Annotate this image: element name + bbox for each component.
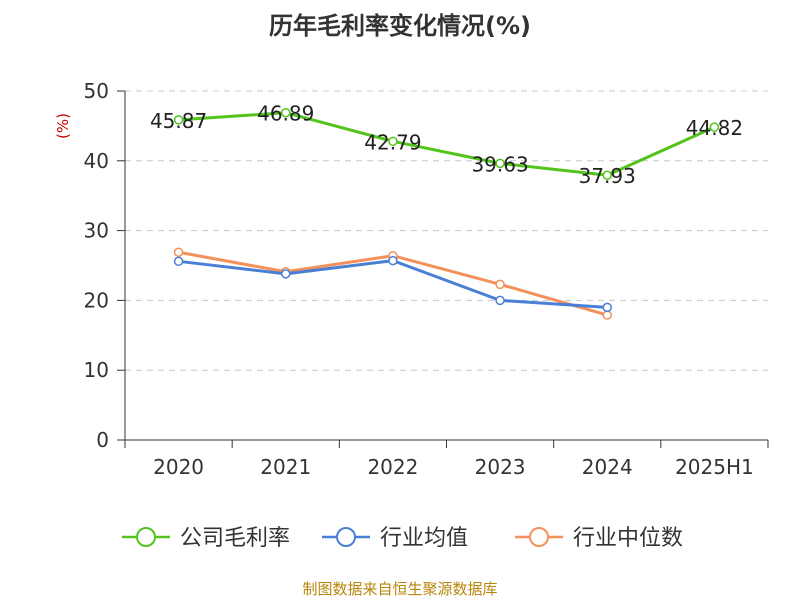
data-point [388,255,398,266]
y-tick-label: 40 [84,149,109,173]
x-tick-label: 2024 [582,455,633,479]
series [173,107,720,320]
data-point [602,302,612,313]
data-point [602,170,612,180]
data-point [709,122,720,132]
data-label: 42.79 [364,130,421,154]
y-tick-label: 30 [84,219,109,243]
legend-swatch-marker [529,527,549,547]
data-point [281,269,291,279]
data-point [173,115,184,125]
source-footer: 制图数据来自恒生聚源数据库 [302,580,498,598]
x-tick-label: 2021 [260,455,311,479]
grid-lines [125,90,768,371]
y-axis-label: (%) [54,113,72,139]
x-tick-label: 2022 [367,455,418,479]
y-tick-label: 0 [96,428,109,452]
x-tick-label: 2020 [153,455,204,479]
data-label: 37.93 [579,164,636,188]
x-tick-label: 2025H1 [675,455,754,479]
legend-label[interactable]: 行业均值 [380,526,468,551]
data-point [495,295,505,306]
data-point [388,136,398,147]
data-label: 45.87 [150,109,207,133]
y-tick-label: 50 [84,79,109,103]
data-labels: 45.87 46.89 42.79 39.63 37.93 44.82 [150,102,743,189]
legend-label[interactable]: 行业中位数 [573,526,683,551]
data-point [602,310,612,320]
legend-swatch-marker [136,527,156,547]
data-label: 44.82 [686,116,743,140]
data-point [173,247,184,257]
legend-swatch-marker [336,527,356,547]
series-line [178,111,716,177]
y-tick-label: 10 [84,358,109,382]
data-point [495,158,505,169]
data-point [495,279,505,290]
data-label: 46.89 [257,102,314,126]
chart-title: 历年毛利率变化情况(%) [269,12,531,40]
data-point [173,256,184,267]
y-tick-label: 20 [84,288,109,312]
legend: 公司毛利率 行业均值 行业中位数 [122,526,683,551]
x-tick-label: 2023 [475,455,526,479]
legend-label[interactable]: 公司毛利率 [180,526,290,551]
data-label: 39.63 [471,152,528,176]
axes: 0 10 20 30 40 50 2020 2021 2022 2023 2024 2025H1 [84,79,769,479]
data-point [281,107,291,118]
